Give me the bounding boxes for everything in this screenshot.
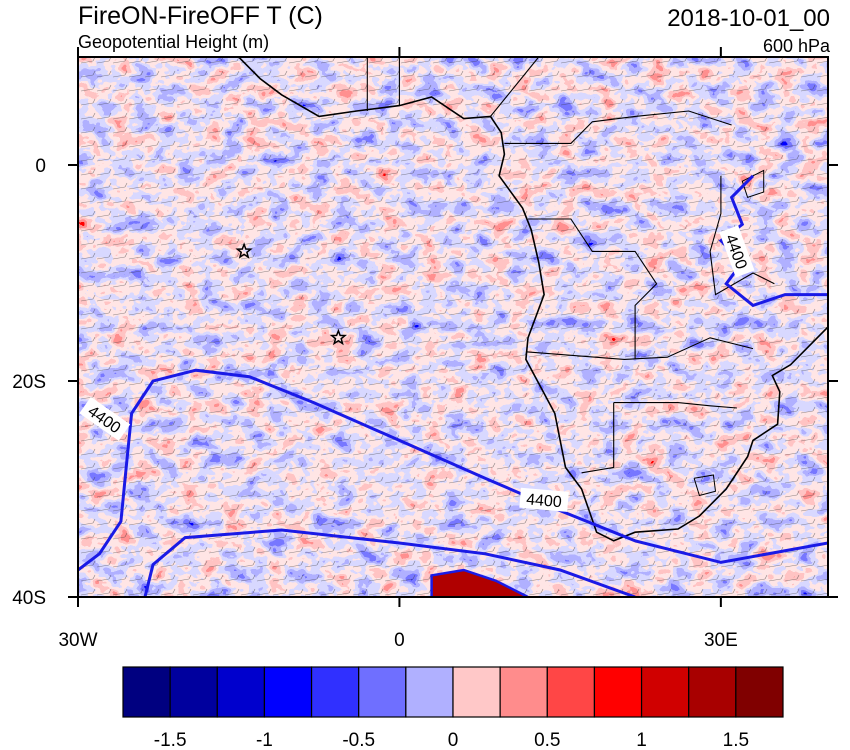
colorbar-box bbox=[452, 666, 501, 718]
border bbox=[581, 402, 615, 474]
colorbar-box bbox=[546, 666, 596, 718]
label-bg bbox=[519, 487, 569, 512]
colorbar-label: -1.5 bbox=[154, 730, 187, 750]
x-tick-label: 30E bbox=[704, 630, 738, 651]
level: 600 hPa bbox=[763, 36, 831, 56]
contour-label: 4400 bbox=[525, 491, 562, 511]
colorbar-box bbox=[263, 666, 313, 718]
colorbar-box bbox=[640, 666, 690, 718]
date: 2018-10-01_00 bbox=[667, 5, 830, 32]
colorbar-box bbox=[735, 666, 784, 718]
lesotho bbox=[693, 474, 717, 497]
colorbar: -1.5 -1 -0.5 0 0.5 1 1.5 bbox=[122, 666, 784, 750]
colorbar-box bbox=[310, 666, 360, 718]
coastline bbox=[237, 57, 828, 542]
y-tick-label: 0 bbox=[35, 156, 46, 177]
site-star bbox=[235, 242, 253, 259]
label-bg bbox=[79, 396, 131, 441]
border bbox=[525, 337, 754, 360]
height-contour bbox=[143, 528, 636, 597]
border bbox=[490, 57, 540, 117]
border bbox=[528, 218, 658, 360]
colorbar-box bbox=[122, 666, 171, 718]
border bbox=[709, 175, 775, 296]
height-contour bbox=[78, 368, 828, 572]
border bbox=[613, 402, 737, 409]
y-tick-label: 20S bbox=[12, 372, 46, 393]
axes: 30W 0 30E 0 20S 40S bbox=[12, 47, 838, 651]
colorbar-label: -1 bbox=[256, 730, 273, 750]
colorbar-box bbox=[216, 666, 266, 718]
colorbar-label: -0.5 bbox=[342, 730, 375, 750]
site-star bbox=[329, 328, 348, 346]
label-bg bbox=[719, 225, 755, 278]
subtitle: Geopotential Height (m) bbox=[78, 32, 269, 52]
title: FireON-FireOFF T (C) bbox=[78, 2, 323, 30]
wind-barbs bbox=[78, 57, 828, 597]
colorbar-label: 0 bbox=[448, 730, 459, 750]
colorbar-box bbox=[688, 666, 737, 718]
colorbar-box bbox=[405, 666, 454, 718]
colorbar-box bbox=[593, 666, 643, 718]
colorbar-box bbox=[499, 666, 548, 718]
contour-label-box: 4400 bbox=[519, 487, 569, 512]
x-tick-label: 30W bbox=[58, 630, 97, 651]
lake bbox=[741, 169, 765, 199]
colorbar-label: 1.5 bbox=[723, 730, 749, 750]
border bbox=[504, 110, 732, 144]
x-tick-label: 0 bbox=[394, 630, 405, 651]
colorbar-label: 1 bbox=[636, 730, 647, 750]
warm-core bbox=[430, 568, 529, 597]
plot-frame bbox=[77, 56, 829, 598]
colorbar-box bbox=[169, 666, 218, 718]
colorbar-label: 0.5 bbox=[534, 730, 560, 750]
colorbar-box bbox=[358, 666, 407, 718]
y-tick-label: 40S bbox=[12, 588, 46, 609]
